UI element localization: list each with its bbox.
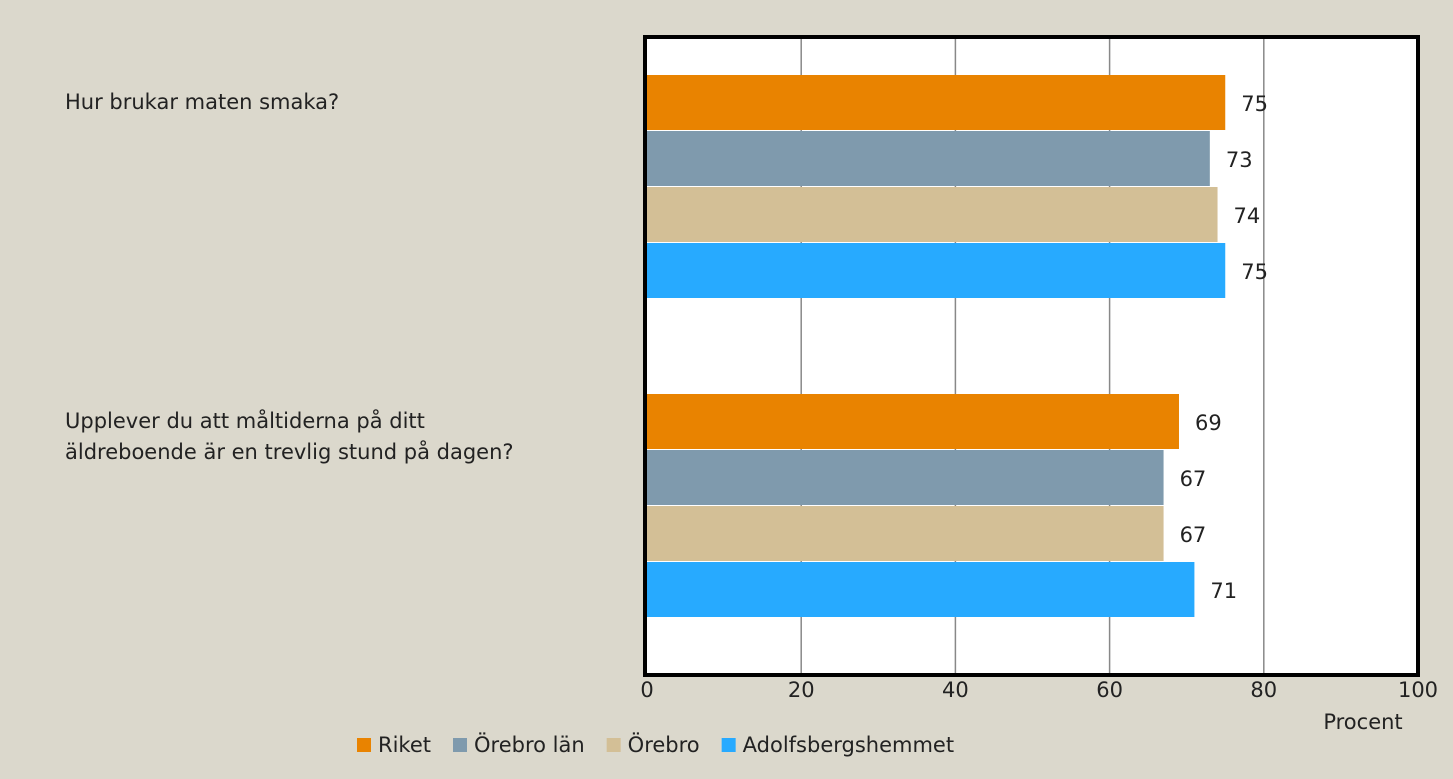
x-tick-label: 80 [1250, 678, 1277, 702]
legend-label: Adolfsbergshemmet [743, 733, 954, 757]
x-tick-label: 60 [1096, 678, 1123, 702]
bar [647, 131, 1210, 186]
data-label: 75 [1241, 92, 1268, 116]
bar [647, 187, 1218, 242]
legend-label: Örebro län [474, 732, 585, 757]
legend-swatch [721, 738, 736, 752]
x-tick-label: 100 [1398, 678, 1438, 702]
legend-swatch [606, 738, 621, 752]
bar [647, 562, 1195, 617]
bar [647, 243, 1226, 298]
data-label: 74 [1234, 204, 1261, 228]
data-label: 69 [1195, 411, 1222, 435]
x-tick-label: 20 [788, 678, 815, 702]
category-label: Upplever du att måltiderna på ditt äldre… [65, 409, 514, 464]
category-label: Hur brukar maten smaka? [65, 90, 340, 114]
legend-swatch [453, 738, 467, 752]
plot-border [643, 35, 1420, 677]
legend-label: Örebro [628, 732, 700, 757]
data-label: 73 [1226, 148, 1253, 172]
bar [647, 394, 1179, 449]
x-tick-label: 40 [942, 678, 969, 702]
legend-label: Riket [378, 733, 431, 757]
data-label: 71 [1210, 579, 1237, 603]
bar [647, 506, 1164, 561]
x-axis-label: Procent [1323, 710, 1402, 734]
bar [647, 450, 1164, 505]
data-label: 75 [1241, 260, 1268, 284]
x-tick-label: 0 [640, 678, 653, 702]
legend-swatch [357, 738, 371, 752]
data-label: 67 [1180, 467, 1207, 491]
data-label: 67 [1180, 523, 1207, 547]
bar [647, 75, 1226, 130]
